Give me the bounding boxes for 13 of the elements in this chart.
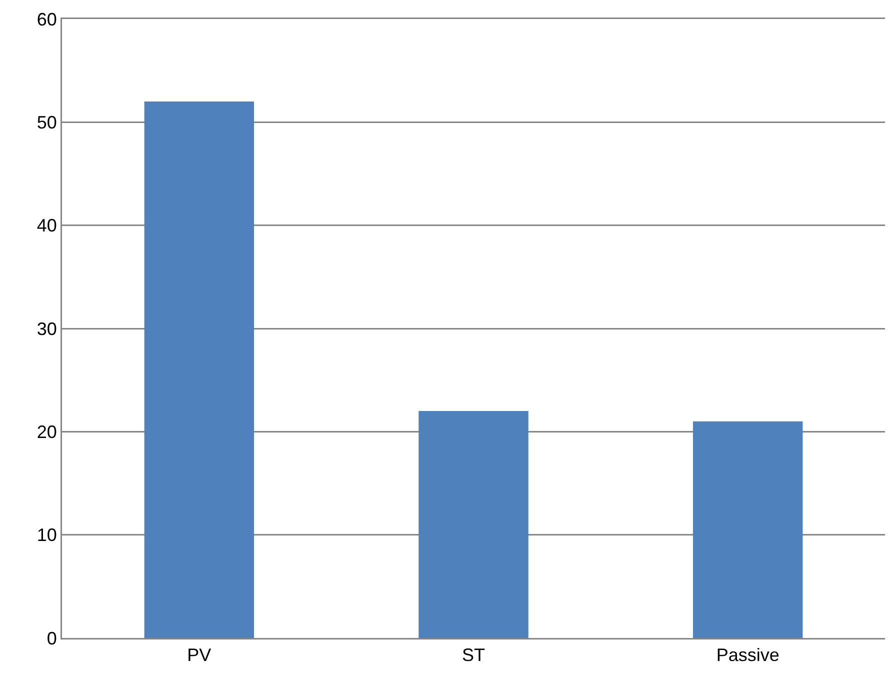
y-tick-label: 30	[36, 318, 57, 339]
y-tick-label: 60	[36, 9, 57, 30]
y-tick-label: 20	[36, 422, 57, 442]
y-tick-label: 0	[46, 628, 57, 648]
bar	[144, 102, 254, 638]
y-tick-label: 10	[36, 525, 57, 546]
bar	[418, 411, 528, 638]
x-tick-label: ST	[462, 645, 486, 666]
y-tick-label: 50	[36, 112, 57, 132]
bar	[692, 421, 803, 638]
x-tick-label: Passive	[716, 645, 780, 666]
y-tick-label: 40	[36, 216, 57, 236]
x-tick-label: PV	[187, 645, 212, 666]
